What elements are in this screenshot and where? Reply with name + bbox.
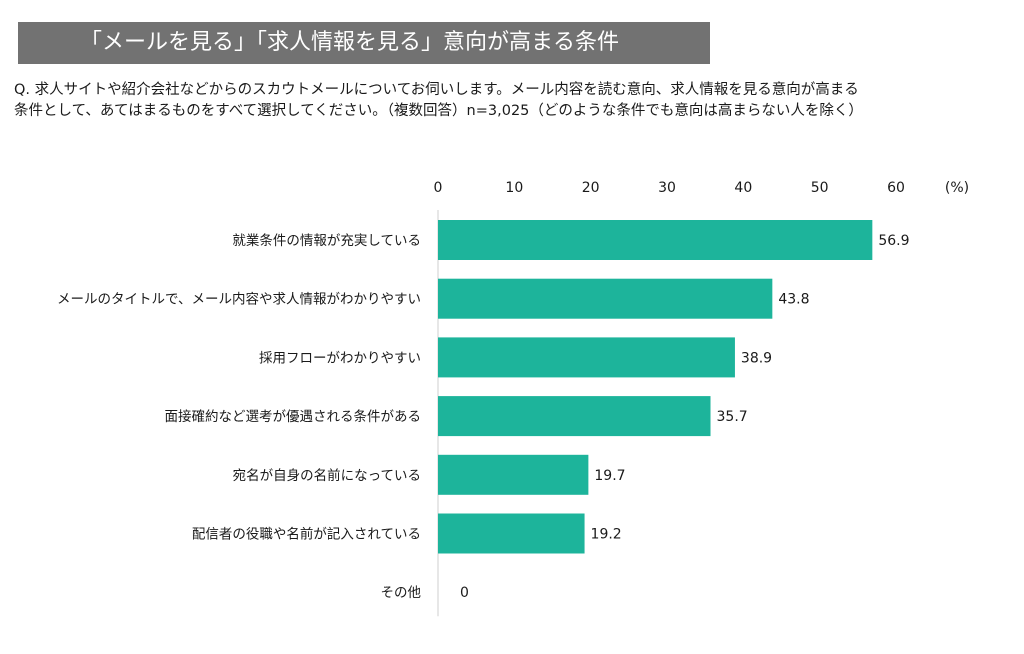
category-label: メールのタイトルで、メール内容や求人情報がわかりやすい bbox=[57, 291, 421, 308]
bar bbox=[438, 278, 773, 319]
bar bbox=[438, 454, 589, 495]
bar bbox=[438, 513, 585, 554]
category-label: その他 bbox=[381, 585, 422, 601]
x-tick-label: 10 bbox=[505, 180, 523, 196]
x-tick-label: 30 bbox=[658, 180, 676, 196]
x-tick-label: 0 bbox=[434, 180, 443, 196]
bar bbox=[438, 396, 711, 437]
category-label: 宛名が自身の名前になっている bbox=[233, 467, 421, 484]
data-label: 38.9 bbox=[741, 350, 772, 366]
chart-title-banner: 「メールを見る」「求人情報を見る」意向が高まる条件 bbox=[18, 22, 710, 64]
data-label: 43.8 bbox=[778, 292, 809, 308]
x-tick-label: 50 bbox=[811, 180, 829, 196]
data-label: 0 bbox=[460, 585, 469, 601]
category-label: 就業条件の情報が充実している bbox=[232, 232, 421, 249]
category-label: 面接確約など選考が優遇される条件がある bbox=[165, 408, 422, 425]
data-label: 56.9 bbox=[878, 233, 909, 249]
question-line-1: Q. 求人サイトや紹介会社などからのスカウトメールについてお伺いします。メール内… bbox=[14, 82, 859, 98]
question-text: Q. 求人サイトや紹介会社などからのスカウトメールについてお伺いします。メール内… bbox=[14, 80, 1014, 122]
data-label: 19.2 bbox=[591, 527, 622, 543]
x-unit-label: (%) bbox=[945, 180, 969, 196]
data-label: 35.7 bbox=[717, 409, 748, 425]
data-label: 19.7 bbox=[594, 468, 625, 484]
question-line-2: 条件として、あてはまるものをすべて選択してください。（複数回答）n=3,025（… bbox=[14, 103, 863, 119]
bar bbox=[438, 337, 735, 378]
bar bbox=[438, 220, 873, 260]
x-tick-label: 20 bbox=[582, 180, 600, 196]
x-tick-label: 40 bbox=[734, 180, 752, 196]
category-label: 配信者の役職や名前が記入されている bbox=[192, 526, 421, 543]
chart-title: 「メールを見る」「求人情報を見る」意向が高まる条件 bbox=[80, 30, 620, 55]
x-tick-label: 60 bbox=[887, 180, 905, 196]
category-label: 採用フローがわかりやすい bbox=[259, 350, 421, 366]
